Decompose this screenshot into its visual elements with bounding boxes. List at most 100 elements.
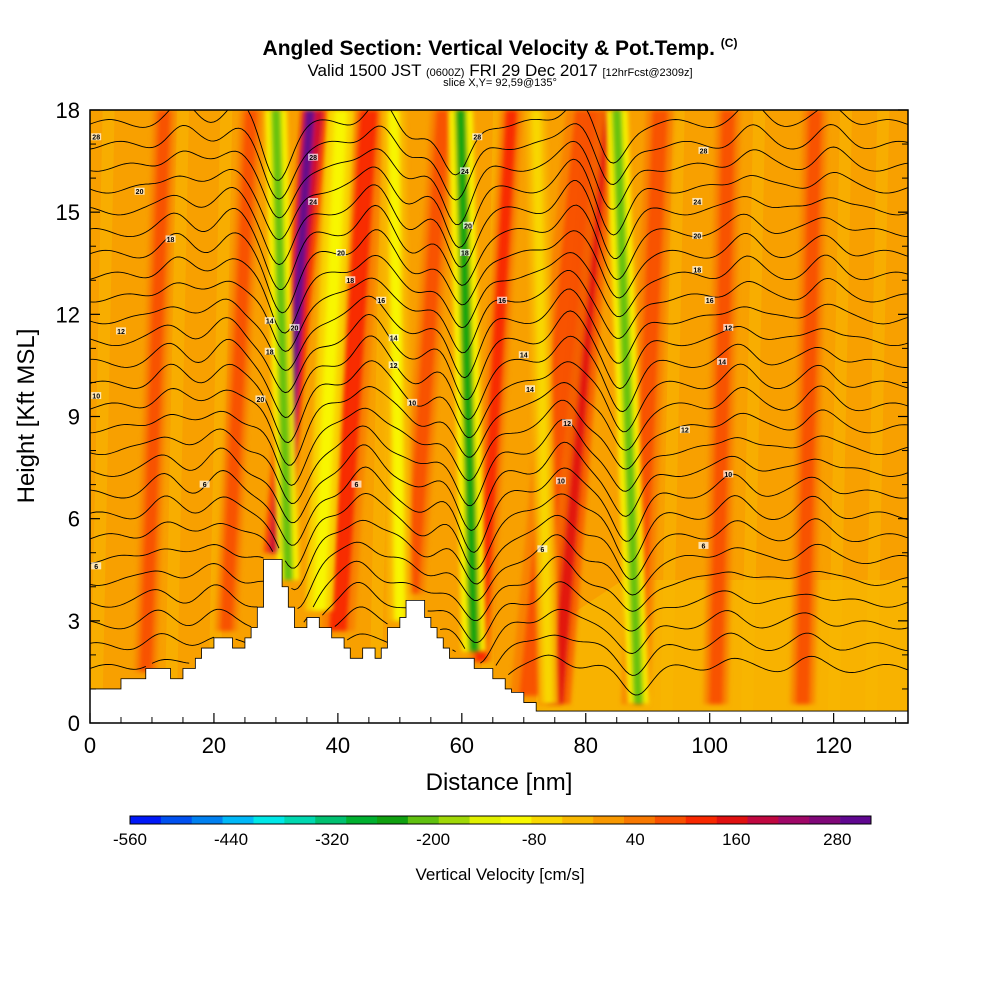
x-tick-label: 120 bbox=[815, 733, 852, 758]
colorbar-swatch bbox=[222, 816, 254, 824]
isentrope-4 bbox=[90, 555, 908, 623]
isentrope-label-bg bbox=[165, 235, 176, 243]
isentrope-label-bg bbox=[692, 266, 703, 274]
isentrope-label-bg bbox=[472, 133, 483, 141]
isentrope-label-text: 18 bbox=[693, 268, 701, 275]
field-band-2 bbox=[207, 110, 233, 723]
isentrope-label-bg bbox=[264, 347, 275, 355]
colorbar-swatch bbox=[778, 816, 810, 824]
isentrope-label-text: 10 bbox=[557, 479, 565, 486]
isentrope-label-text: 18 bbox=[266, 349, 274, 356]
isentrope-label-text: 10 bbox=[724, 472, 732, 479]
isentrope-label-text: 14 bbox=[526, 387, 534, 394]
subtitle-fcst: [12hrFcst@2309z] bbox=[602, 67, 693, 79]
isentrope-label-bg bbox=[562, 419, 573, 427]
isentrope-label-text: 16 bbox=[377, 298, 385, 305]
isentrope-label-21: 24 bbox=[459, 167, 470, 176]
chart-title: Angled Section: Vertical Velocity & Pot.… bbox=[0, 36, 1000, 61]
isentrope-22 bbox=[90, 158, 908, 248]
isentrope-label-13: 12 bbox=[388, 361, 399, 370]
isentrope-label-bg bbox=[289, 323, 300, 331]
colorbar-swatch bbox=[500, 816, 532, 824]
downdraft-column-5 bbox=[531, 110, 554, 705]
isentrope-15 bbox=[90, 310, 908, 401]
x-tick-label: 40 bbox=[326, 733, 350, 758]
isentrope-label-text: 14 bbox=[520, 353, 528, 360]
isentrope-label-bg bbox=[555, 477, 566, 485]
isentrope-label-2: 18 bbox=[165, 235, 176, 244]
isentrope-label-text: 18 bbox=[167, 237, 175, 244]
chart-title-suffix: (C) bbox=[720, 36, 738, 50]
isentrope-3 bbox=[90, 581, 908, 644]
chart-subtitle: Valid 1500 JST (0600Z) FRI 29 Dec 2017 [… bbox=[0, 61, 1000, 81]
subtitle-z: (0600Z) bbox=[425, 67, 465, 79]
downdraft-column-1 bbox=[313, 110, 348, 611]
colorbar-tick-label: 280 bbox=[823, 830, 851, 849]
isentrope-label-35: 12 bbox=[723, 323, 734, 332]
isentrope-label-32: 20 bbox=[692, 232, 703, 241]
colorbar-swatch bbox=[469, 816, 501, 824]
isentrope-label-text: 28 bbox=[92, 135, 100, 142]
isentrope-label-bg bbox=[463, 221, 474, 229]
isentrope-label-bg bbox=[679, 426, 690, 434]
isentrope-label-text: 12 bbox=[117, 329, 125, 336]
isentrope-label-bg bbox=[134, 187, 145, 195]
isentrope-label-bg bbox=[91, 133, 102, 141]
isentrope-10 bbox=[90, 418, 908, 507]
isentrope-label-text: 14 bbox=[390, 336, 398, 343]
colorbar-swatch bbox=[840, 816, 872, 824]
isentrope-label-bg bbox=[692, 197, 703, 205]
colorbar-swatch bbox=[809, 816, 841, 824]
isentrope-5 bbox=[90, 534, 908, 609]
x-tick-label: 20 bbox=[202, 733, 226, 758]
colorbar-swatch bbox=[377, 816, 409, 824]
updraft-column-9 bbox=[139, 110, 171, 672]
isentrope-label-bg bbox=[497, 296, 508, 304]
x-tick-label: 0 bbox=[84, 733, 96, 758]
isentrope-label-bg bbox=[345, 276, 356, 284]
colorbar-swatch bbox=[160, 816, 193, 824]
colorbar-swatch bbox=[562, 816, 594, 824]
x-axis-label: Distance [nm] bbox=[426, 769, 573, 796]
isentrope-label-33: 18 bbox=[692, 266, 703, 275]
isentrope-16 bbox=[90, 288, 908, 379]
isentrope-label-bg bbox=[692, 232, 703, 240]
y-tick-label: 12 bbox=[56, 302, 80, 327]
field-band-1 bbox=[164, 110, 189, 723]
colorbar-swatch bbox=[685, 816, 717, 824]
isentrope-label-4: 10 bbox=[91, 392, 102, 401]
isentrope-2 bbox=[90, 606, 908, 664]
y-axis-label: Height [Kft MSL] bbox=[13, 329, 40, 504]
y-axis: 0 3 6 9 12 15 18 bbox=[56, 98, 908, 736]
isentrope-label-25: 14 bbox=[518, 351, 529, 360]
colorbar-swatch bbox=[716, 816, 748, 824]
isentrope-8 bbox=[90, 466, 908, 553]
colorbar-tick-label: -320 bbox=[315, 830, 349, 849]
isentrope-label-text: 24 bbox=[309, 199, 317, 206]
isentrope-contours bbox=[90, 110, 908, 696]
isentrope-label-7: 28 bbox=[308, 153, 319, 162]
isentrope-label-bg bbox=[91, 562, 102, 570]
isentrope-23 bbox=[90, 140, 908, 226]
isentrope-label-text: 14 bbox=[718, 360, 726, 367]
isentrope-label-text: 12 bbox=[390, 363, 398, 370]
isentrope-label-9: 20 bbox=[335, 249, 346, 258]
isentrope-label-bg bbox=[723, 470, 734, 478]
isentrope-label-22: 20 bbox=[463, 221, 474, 230]
isentrope-label-bg bbox=[524, 385, 535, 393]
isentrope-label-27: 12 bbox=[562, 419, 573, 428]
isentrope-label-19: 20 bbox=[255, 395, 266, 404]
y-tick-label: 3 bbox=[68, 609, 80, 634]
isentrope-12 bbox=[90, 382, 908, 466]
isentrope-0 bbox=[90, 654, 908, 696]
isentrope-14 bbox=[90, 335, 908, 420]
downdraft-column-0 bbox=[270, 110, 294, 580]
isentrope-label-17: 20 bbox=[289, 323, 300, 332]
subtitle-valid: Valid 1500 JST bbox=[307, 61, 422, 80]
isentrope-label-text: 20 bbox=[291, 325, 299, 332]
isentrope-label-bg bbox=[308, 197, 319, 205]
colorbar-tick-label: 40 bbox=[626, 830, 645, 849]
isentrope-label-6: 6 bbox=[91, 562, 102, 571]
isentrope-label-10: 18 bbox=[345, 276, 356, 285]
isentrope-label-0: 28 bbox=[91, 133, 102, 142]
